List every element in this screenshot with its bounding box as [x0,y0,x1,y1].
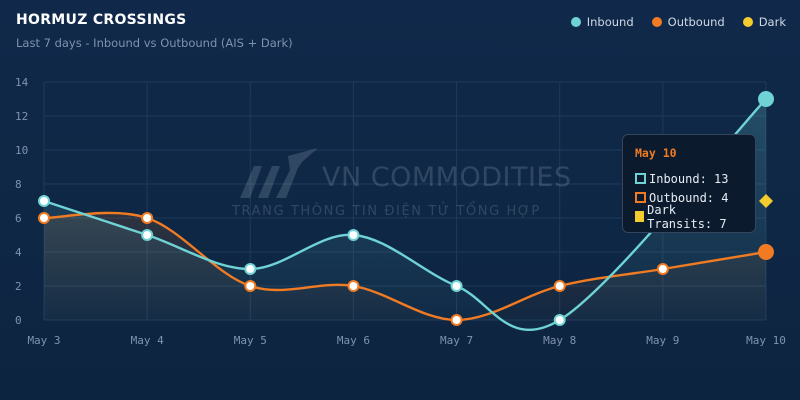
tooltip-row-inbound: Inbound: 13 [635,169,743,188]
tooltip-swatch-inbound [635,173,646,184]
inbound-point[interactable] [450,280,463,292]
chart-subtitle: Last 7 days - Inbound vs Outbound (AIS +… [16,36,293,50]
y-tick-label: 6 [15,212,22,225]
tooltip-label-outbound: Outbound: 4 [649,190,729,205]
x-tick-label: May 8 [543,334,576,347]
y-tick-label: 2 [15,280,22,293]
outbound-line [43,211,767,322]
legend-item-inbound[interactable]: Inbound [570,15,634,29]
tooltip-swatch-outbound [635,192,646,203]
outbound-point[interactable] [244,280,257,292]
y-axis-ticks: 0 2 4 6 8 10 12 14 [15,76,29,327]
outbound-point[interactable] [758,244,774,260]
y-tick-label: 0 [15,314,22,327]
dark-point[interactable] [759,194,773,208]
outbound-point[interactable] [553,280,566,292]
x-tick-label: May 10 [746,334,786,347]
tooltip: May 10 Inbound: 13 Outbound: 4 Dark Tran… [622,134,756,233]
legend-item-dark[interactable]: Dark [742,15,786,29]
y-tick-label: 4 [15,246,22,259]
series-points [38,91,774,326]
legend-label-inbound: Inbound [586,15,634,29]
y-tick-label: 12 [15,110,28,123]
tooltip-row-outbound: Outbound: 4 [635,188,743,207]
x-tick-label: May 4 [131,334,164,347]
x-tick-label: May 6 [337,334,370,347]
legend-label-outbound: Outbound [667,15,725,29]
inbound-point[interactable] [38,195,50,207]
x-tick-label: May 9 [646,334,679,347]
outbound-point[interactable] [656,263,669,275]
outbound-point[interactable] [141,212,154,224]
inbound-point[interactable] [553,314,566,326]
legend-swatch-dark [742,17,753,27]
y-tick-label: 14 [15,76,29,89]
chart-title: HORMUZ CROSSINGS [16,12,187,28]
legend-swatch-outbound [651,17,662,27]
x-tick-label: May 3 [27,334,60,347]
inbound-point[interactable] [347,229,360,241]
tooltip-date: May 10 [635,146,677,160]
outbound-point[interactable] [347,280,360,292]
outbound-point[interactable] [450,314,463,326]
tooltip-label-dark: Dark Transits: 7 [647,202,727,231]
tooltip-swatch-dark [635,211,645,222]
y-tick-label: 8 [15,178,22,191]
inbound-point[interactable] [141,229,154,241]
y-tick-label: 10 [15,144,28,157]
x-axis-ticks: May 3 May 4 May 5 May 6 May 7 May 8 May 9 May 1… [27,334,785,347]
legend-label-dark: Dark [758,15,786,29]
legend-swatch-inbound [570,17,581,27]
inbound-point[interactable] [244,263,257,275]
legend-item-outbound[interactable]: Outbound [651,15,725,29]
tooltip-row-dark: Dark Transits: 7 [635,203,743,231]
inbound-point[interactable] [758,91,774,107]
tooltip-label-inbound: Inbound: 13 [649,171,729,186]
outbound-point[interactable] [38,212,50,224]
x-tick-label: May 5 [234,334,267,347]
legend: Inbound Outbound Dark [570,15,786,29]
x-tick-label: May 7 [440,334,473,347]
